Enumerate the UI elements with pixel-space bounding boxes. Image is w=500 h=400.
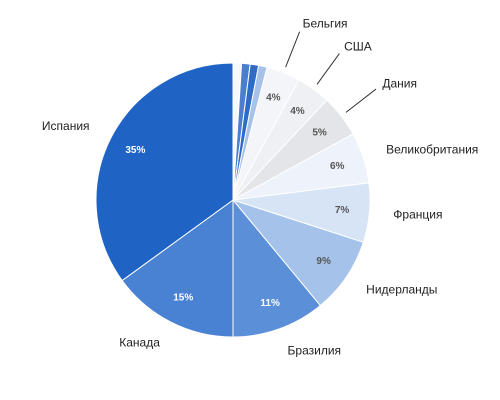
leader-line [316, 53, 340, 85]
value-label: 5% [312, 127, 327, 138]
leader-line [345, 88, 377, 113]
value-label: 11% [260, 298, 280, 309]
value-label: 4% [290, 106, 305, 117]
value-label: 6% [330, 161, 345, 172]
value-label: 4% [266, 93, 281, 104]
value-label: 35% [125, 145, 145, 156]
category-label: Великобритания [386, 142, 478, 156]
pie-slice [121, 199, 234, 338]
category-label: Испания [42, 119, 90, 133]
value-label: 9% [316, 256, 331, 267]
category-label: Дания [382, 76, 417, 90]
pie-slice [232, 198, 322, 338]
category-label: Канада [119, 336, 160, 350]
pie-slice [95, 62, 234, 282]
value-label: 15% [173, 292, 193, 303]
category-label: Бразилия [288, 344, 342, 358]
category-label: Франция [393, 207, 442, 221]
category-label: США [344, 39, 372, 53]
leader-line [285, 31, 301, 68]
value-label: 7% [335, 205, 350, 216]
category-label: Бельгия [303, 16, 348, 30]
category-label: Нидерланды [366, 283, 437, 297]
